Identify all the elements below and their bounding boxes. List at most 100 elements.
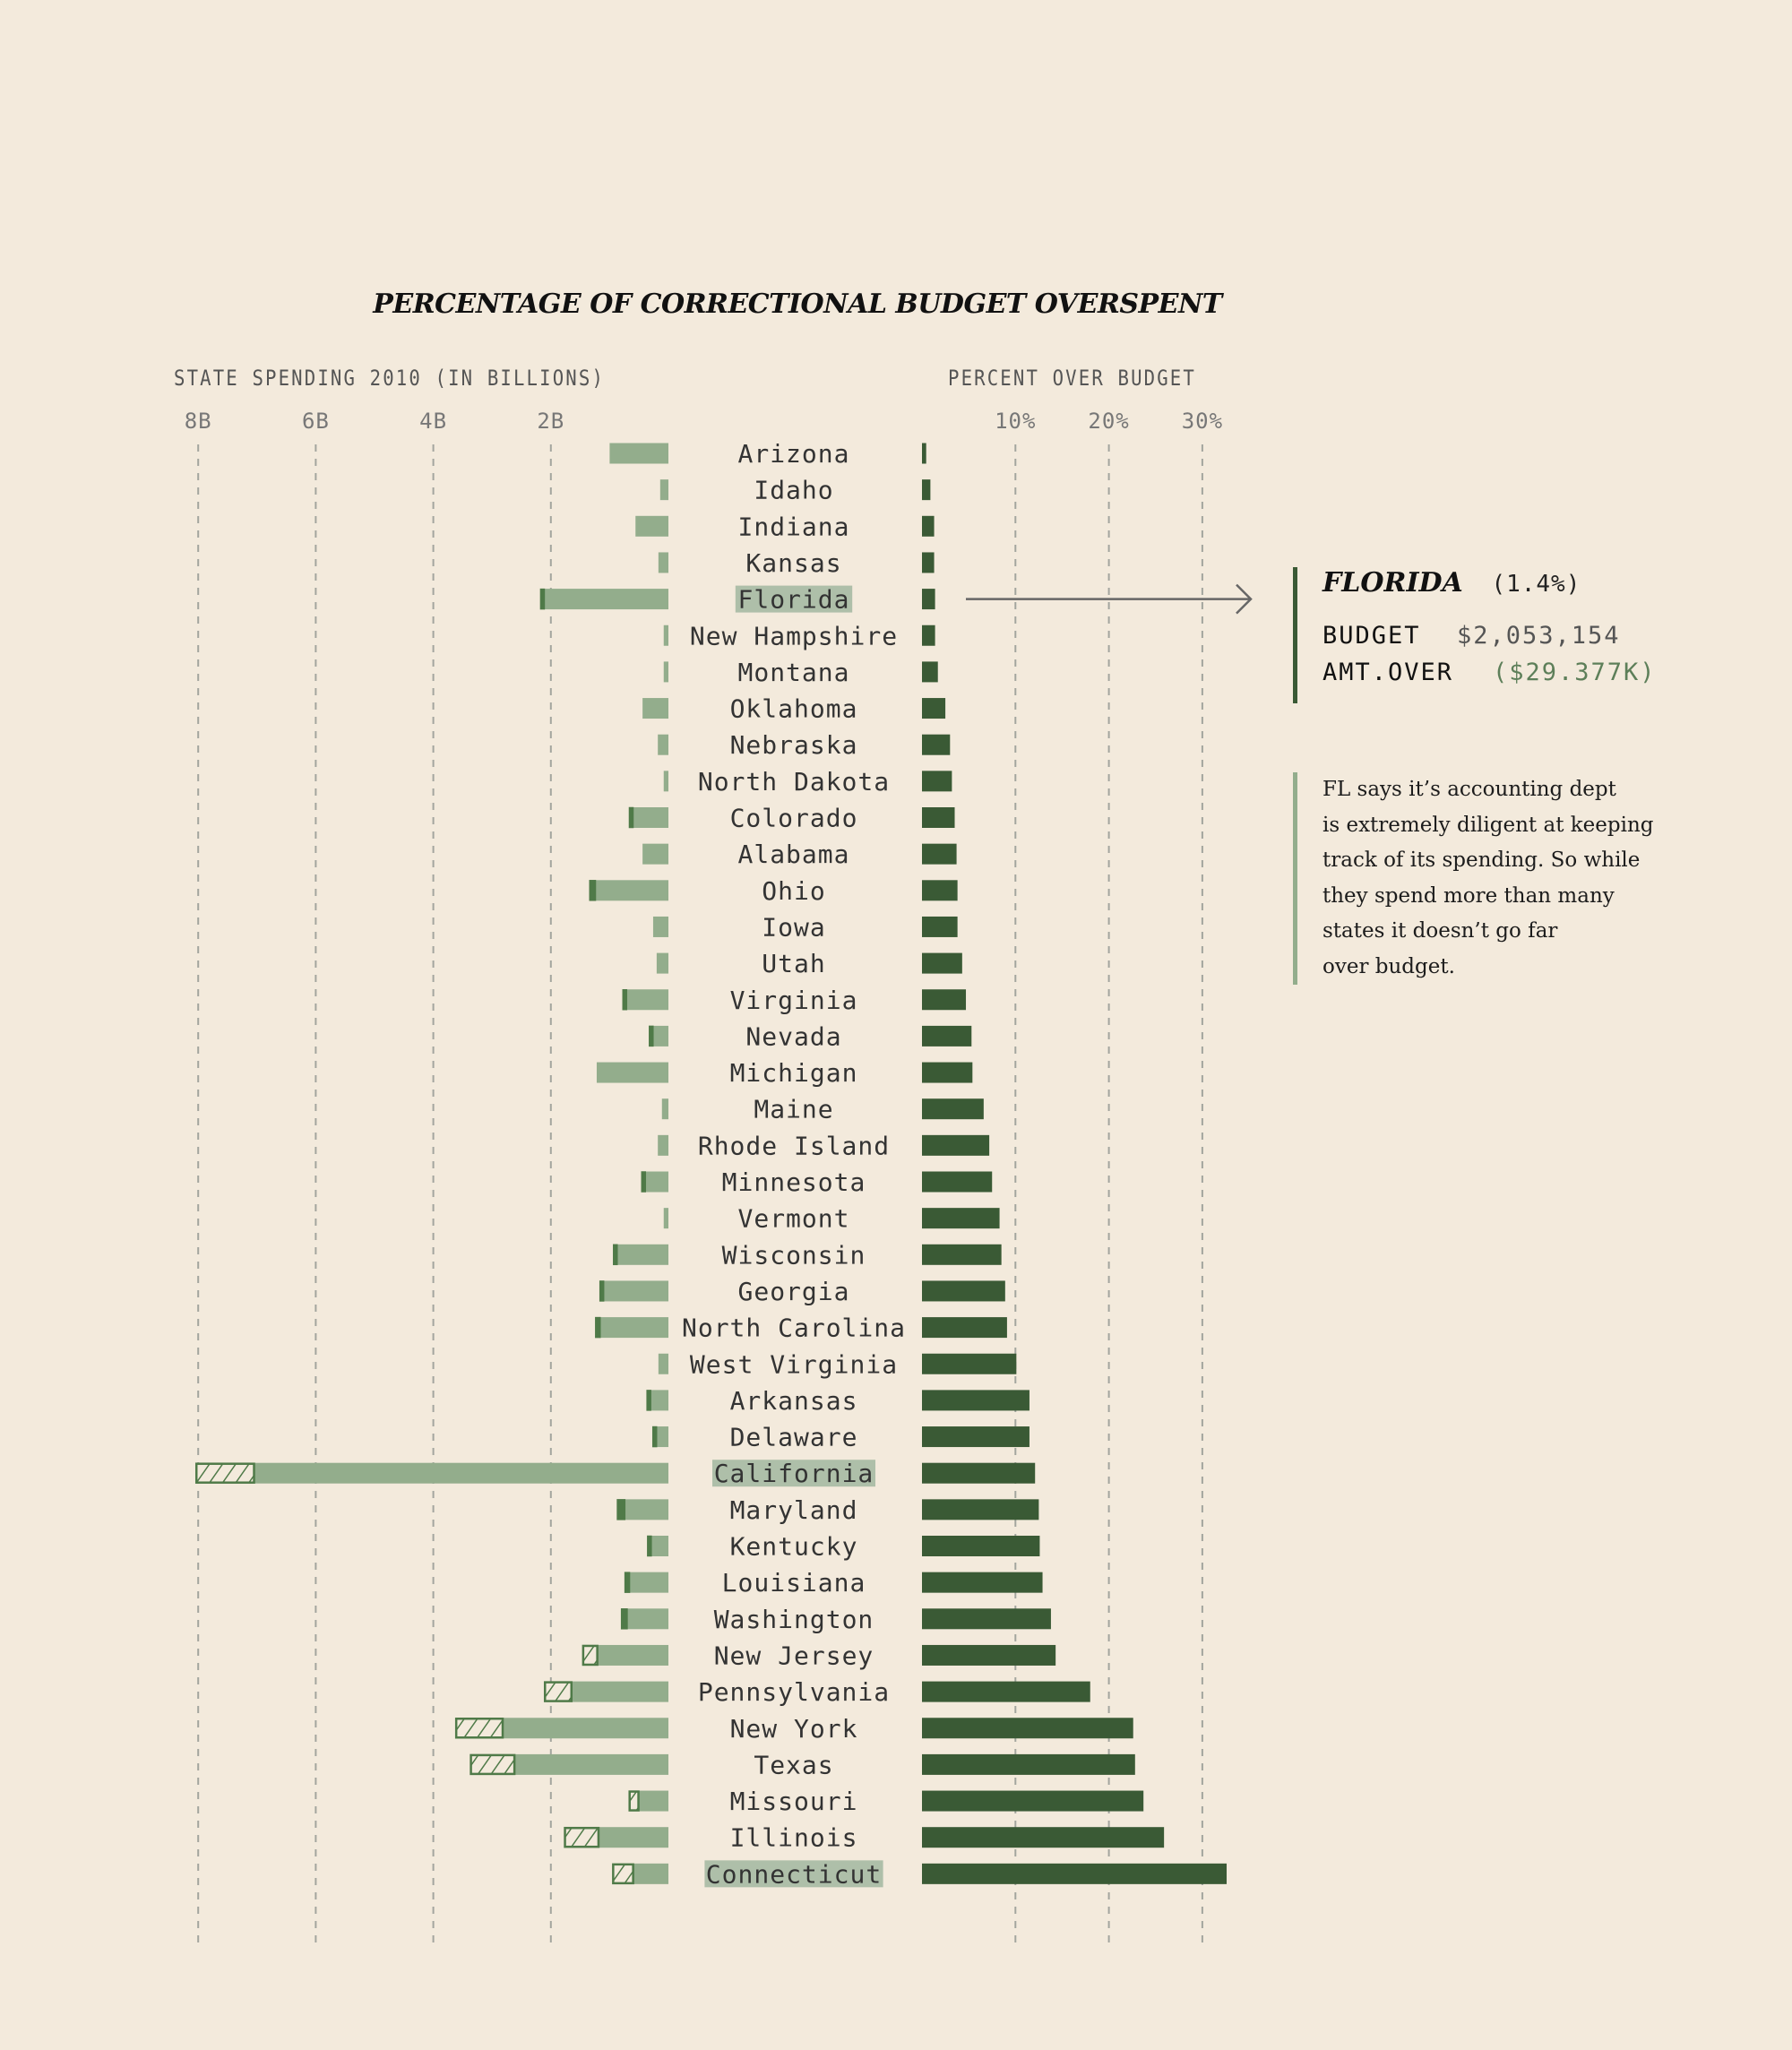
state-label: Connecticut — [706, 1859, 882, 1889]
state-label: Virginia — [730, 986, 858, 1015]
state-row: Rhode Island — [658, 1131, 990, 1160]
overspend-bar — [470, 1753, 516, 1776]
percent-bar — [922, 589, 935, 610]
spending-bar — [656, 1426, 668, 1448]
state-row: New York — [454, 1714, 1133, 1744]
note-line: they spend more than many — [1322, 883, 1615, 908]
note-line: is extremely diligent at keeping — [1322, 813, 1654, 837]
state-label: Minnesota — [722, 1167, 866, 1197]
overspend-bar — [543, 1681, 573, 1702]
percent-bar — [922, 1499, 1039, 1520]
state-label-highlight — [704, 1860, 883, 1888]
percent-bar — [922, 843, 957, 865]
state-row: North Carolina — [595, 1314, 1007, 1343]
state-row: Ohio — [589, 876, 958, 906]
state-row: Minnesota — [641, 1167, 993, 1197]
percent-bar — [922, 1208, 1000, 1229]
state-label: North Carolina — [682, 1314, 906, 1343]
overspend-bar — [194, 1462, 255, 1484]
spending-bar — [663, 661, 668, 683]
spending-bar — [656, 952, 668, 974]
state-label: Delaware — [730, 1423, 858, 1452]
spending-bar — [663, 624, 668, 646]
left-tick-label: 8B — [185, 409, 212, 434]
spending-bar — [629, 1572, 668, 1593]
spending-bar — [638, 1790, 668, 1812]
spending-bar — [652, 1025, 668, 1047]
right-tick-label: 30% — [1182, 409, 1223, 434]
callout-budget-label: BUDGET — [1322, 622, 1421, 650]
state-label: New Hampshire — [690, 621, 898, 650]
state-row: Louisiana — [624, 1568, 1043, 1598]
overspend-bar — [564, 1826, 600, 1848]
state-label: Utah — [762, 949, 825, 978]
percent-bar — [922, 1317, 1007, 1339]
state-row: Pennsylvania — [543, 1677, 1090, 1707]
state-row: Kentucky — [647, 1532, 1040, 1562]
spending-bar — [514, 1753, 668, 1775]
percent-bar — [922, 1790, 1144, 1812]
right-tick-label: 10% — [995, 409, 1036, 434]
spending-bar — [661, 1098, 668, 1120]
spending-bar — [644, 1171, 668, 1193]
overspend-bar — [612, 1863, 634, 1885]
state-label: Vermont — [737, 1204, 849, 1234]
arrow-head-icon — [1236, 583, 1253, 615]
overspend-bar — [539, 588, 546, 610]
state-label: Michigan — [730, 1058, 858, 1088]
state-row: New Jersey — [582, 1641, 1056, 1670]
overspend-bar — [624, 1572, 631, 1593]
state-row: California — [194, 1459, 1036, 1488]
overspend-bar — [651, 1426, 658, 1448]
state-row: Iowa — [652, 912, 958, 942]
spending-bar — [650, 1390, 668, 1411]
state-label: West Virginia — [690, 1349, 898, 1379]
state-row: Maine — [661, 1095, 984, 1124]
spending-bar — [659, 479, 668, 501]
florida-callout: FLORIDA (1.4%) BUDGET $2,053,154 AMT.OVER… — [1293, 567, 1657, 703]
spending-bar — [635, 515, 668, 537]
state-label: California — [714, 1459, 874, 1488]
percent-bar — [922, 1863, 1228, 1884]
state-row: Vermont — [663, 1204, 1000, 1234]
spending-bar — [603, 1280, 668, 1302]
percent-bar — [922, 989, 967, 1011]
overspend-bar — [454, 1718, 504, 1739]
state-label: Arizona — [737, 439, 849, 469]
spending-bar — [571, 1681, 668, 1702]
percent-bar — [922, 1426, 1030, 1448]
percent-bar — [922, 1098, 984, 1120]
spending-bar — [642, 698, 668, 719]
state-rows: Arizona Idaho Indiana Kansas Florida New Hamp… — [194, 439, 1228, 1889]
percent-bar — [922, 952, 962, 974]
callout-budget-value: $2,053,154 — [1457, 622, 1621, 650]
state-label: Kentucky — [730, 1532, 858, 1562]
callout-state-name: FLORIDA — [1322, 567, 1463, 599]
spending-bar — [658, 1353, 668, 1374]
left-tick-labels: 8B 6B 4B 2B — [185, 409, 564, 434]
callout-amount-over-label: AMT.OVER — [1322, 659, 1454, 686]
spending-bar — [624, 1499, 668, 1520]
right-tick-labels: 10% 20% 30% — [995, 409, 1223, 434]
state-row: Utah — [656, 949, 962, 978]
left-tick-label: 6B — [302, 409, 330, 434]
state-row: Colorado — [628, 804, 955, 833]
state-label: Idaho — [754, 476, 833, 505]
state-row: Nebraska — [658, 730, 951, 760]
state-row: Virginia — [622, 986, 967, 1015]
percent-bar — [922, 1025, 972, 1047]
spending-bar — [596, 1062, 668, 1083]
state-label: Oklahoma — [730, 694, 858, 724]
state-label: New Jersey — [714, 1641, 874, 1670]
overspend-bar — [582, 1644, 599, 1667]
percent-bar — [922, 1718, 1133, 1739]
spending-bar — [658, 734, 668, 755]
state-label: Illinois — [730, 1823, 858, 1853]
state-row: Idaho — [659, 476, 931, 505]
note-line: over budget. — [1322, 954, 1455, 978]
spending-bar — [595, 880, 668, 901]
percent-bar — [922, 880, 958, 901]
state-row: Georgia — [599, 1277, 1005, 1306]
spending-bar — [663, 1208, 668, 1229]
spending-bar — [650, 1536, 668, 1556]
